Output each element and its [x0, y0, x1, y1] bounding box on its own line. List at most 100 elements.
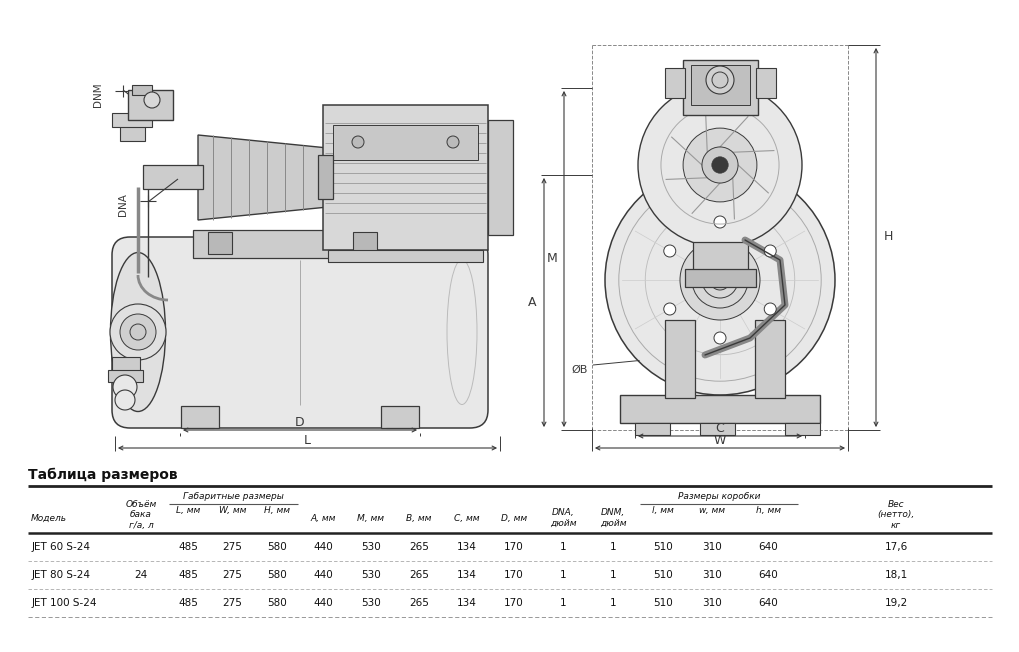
- Circle shape: [691, 252, 747, 308]
- Bar: [664, 68, 685, 98]
- Circle shape: [129, 324, 146, 340]
- Text: L, мм: L, мм: [176, 506, 201, 515]
- Text: 510: 510: [652, 570, 673, 580]
- FancyBboxPatch shape: [112, 237, 487, 428]
- Text: 1: 1: [609, 542, 615, 552]
- Text: D: D: [294, 417, 305, 430]
- Circle shape: [604, 165, 835, 395]
- Text: 19,2: 19,2: [883, 598, 907, 608]
- Ellipse shape: [110, 252, 165, 411]
- Circle shape: [144, 92, 160, 108]
- Text: DNM: DNM: [93, 83, 103, 108]
- Circle shape: [711, 72, 728, 88]
- Text: Объём
бака
г/а, л: Объём бака г/а, л: [125, 500, 157, 530]
- Circle shape: [705, 66, 734, 94]
- Text: 580: 580: [267, 542, 287, 552]
- Bar: [332, 125, 478, 160]
- Circle shape: [680, 240, 759, 320]
- Circle shape: [352, 136, 364, 148]
- Text: 440: 440: [313, 570, 333, 580]
- Bar: [180, 406, 219, 428]
- Text: 580: 580: [267, 570, 287, 580]
- Text: 275: 275: [222, 570, 243, 580]
- Polygon shape: [198, 135, 328, 220]
- Text: 170: 170: [503, 598, 524, 608]
- Bar: [193, 230, 397, 258]
- Circle shape: [709, 270, 730, 290]
- Text: Габаритные размеры: Габаритные размеры: [182, 492, 283, 501]
- Text: 1: 1: [559, 570, 566, 580]
- Circle shape: [446, 136, 459, 148]
- Text: DNA,
дюйм: DNA, дюйм: [549, 508, 576, 527]
- Text: 1: 1: [609, 598, 615, 608]
- Ellipse shape: [446, 259, 477, 404]
- Circle shape: [637, 83, 801, 247]
- Text: 310: 310: [702, 570, 721, 580]
- Circle shape: [115, 390, 135, 410]
- Text: 170: 170: [503, 570, 524, 580]
- Circle shape: [714, 275, 725, 285]
- Text: ØB: ØB: [571, 365, 587, 375]
- Text: 440: 440: [313, 598, 333, 608]
- Text: А, мм: А, мм: [311, 514, 336, 523]
- Text: М, мм: М, мм: [357, 514, 384, 523]
- Circle shape: [663, 303, 676, 315]
- Bar: [664, 320, 694, 398]
- Circle shape: [683, 128, 756, 202]
- Text: Размеры коробки: Размеры коробки: [677, 492, 759, 501]
- Circle shape: [113, 375, 137, 399]
- Text: 510: 510: [652, 598, 673, 608]
- Text: 265: 265: [409, 570, 429, 580]
- Text: h, мм: h, мм: [755, 506, 781, 515]
- Bar: [120, 123, 145, 141]
- Bar: [112, 357, 140, 373]
- Text: 640: 640: [758, 542, 777, 552]
- Text: C: C: [715, 421, 723, 434]
- Text: Модель: Модель: [31, 514, 67, 523]
- Text: JET 60 S-24: JET 60 S-24: [32, 542, 91, 552]
- Text: JET 100 S-24: JET 100 S-24: [32, 598, 98, 608]
- Bar: [754, 320, 785, 398]
- Text: 510: 510: [652, 542, 673, 552]
- Circle shape: [763, 245, 775, 257]
- Text: 1: 1: [559, 598, 566, 608]
- Bar: [690, 65, 749, 105]
- Bar: [683, 60, 757, 115]
- Text: DNA: DNA: [118, 194, 127, 216]
- Bar: [755, 68, 775, 98]
- Text: 530: 530: [361, 542, 380, 552]
- Text: 134: 134: [457, 598, 476, 608]
- Bar: [323, 105, 487, 250]
- Bar: [785, 423, 819, 435]
- Circle shape: [711, 156, 728, 173]
- Text: H, мм: H, мм: [264, 506, 290, 515]
- Text: W, мм: W, мм: [219, 506, 246, 515]
- Circle shape: [110, 304, 166, 360]
- Circle shape: [713, 216, 726, 228]
- Circle shape: [701, 147, 738, 183]
- Text: D, мм: D, мм: [500, 514, 527, 523]
- Text: Вес
(нетто),
кг: Вес (нетто), кг: [876, 500, 914, 530]
- Bar: [620, 395, 819, 423]
- Text: l, мм: l, мм: [651, 506, 674, 515]
- Text: L: L: [304, 434, 310, 447]
- Text: 440: 440: [313, 542, 333, 552]
- Text: 24: 24: [135, 570, 148, 580]
- Text: 170: 170: [503, 542, 524, 552]
- Bar: [381, 406, 419, 428]
- Text: w, мм: w, мм: [699, 506, 725, 515]
- Circle shape: [763, 303, 775, 315]
- Text: 530: 530: [361, 598, 380, 608]
- Bar: [131, 85, 152, 95]
- Text: 265: 265: [409, 542, 429, 552]
- Bar: [318, 155, 332, 199]
- Text: M: M: [546, 252, 556, 265]
- Text: 134: 134: [457, 570, 476, 580]
- Text: В, мм: В, мм: [406, 514, 431, 523]
- Text: Таблица размеров: Таблица размеров: [28, 468, 177, 482]
- Text: 485: 485: [178, 542, 199, 552]
- Text: H: H: [882, 231, 892, 243]
- Bar: [127, 90, 173, 120]
- Text: 134: 134: [457, 542, 476, 552]
- Text: 275: 275: [222, 598, 243, 608]
